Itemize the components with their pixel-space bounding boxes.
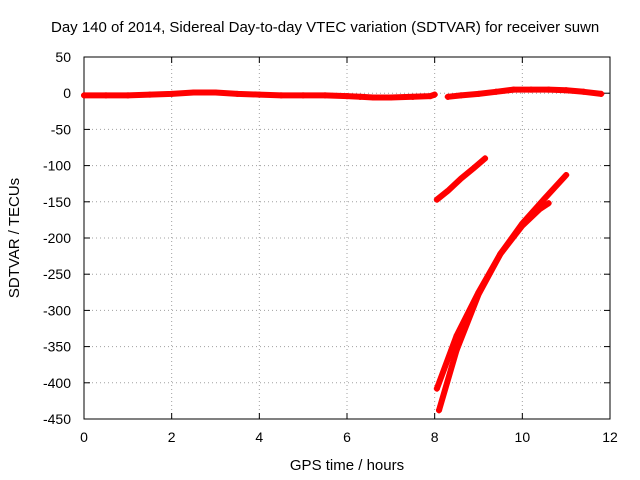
grid-lines — [84, 57, 610, 419]
data-point — [212, 89, 219, 96]
axis-ticks: 0 2 4 6 8 10 12 50 0 -50 -100 -150 -200 -250 -300 -350 -… — [43, 49, 618, 445]
data-point — [563, 87, 570, 94]
x-axis-label: GPS time / hours — [290, 457, 404, 474]
data-point — [81, 92, 87, 99]
data-point — [497, 250, 504, 257]
y-tick-label: 0 — [63, 85, 71, 101]
data-point — [482, 155, 489, 162]
data-point — [598, 90, 605, 97]
data-point — [457, 92, 464, 99]
data-point — [190, 89, 197, 96]
data-point — [471, 164, 478, 171]
x-tick-label: 6 — [343, 429, 351, 445]
y-axis-label: SDTVAR / TECUs — [6, 178, 23, 298]
data-point — [357, 93, 364, 100]
data-point — [256, 91, 263, 98]
data-point — [300, 92, 307, 99]
data-point — [457, 175, 464, 182]
chart-title: Day 140 of 2014, Sidereal Day-to-day VTE… — [51, 19, 599, 36]
data-point — [444, 187, 451, 194]
series-layer — [81, 86, 605, 414]
data-point — [528, 86, 535, 93]
y-tick-label: 50 — [55, 49, 71, 65]
data-point — [563, 172, 570, 179]
y-tick-label: -200 — [43, 230, 71, 246]
data-point — [519, 222, 526, 229]
data-point — [234, 90, 241, 97]
y-tick-label: -50 — [51, 121, 71, 137]
y-tick-label: -100 — [43, 158, 71, 174]
y-tick-label: -250 — [43, 266, 71, 282]
data-point — [444, 93, 451, 100]
data-point — [493, 88, 500, 95]
data-point — [322, 92, 329, 99]
data-point — [536, 206, 543, 213]
data-point — [278, 92, 285, 99]
x-tick-label: 4 — [255, 429, 263, 445]
data-point — [168, 90, 175, 97]
y-tick-label: -300 — [43, 302, 71, 318]
data-point — [431, 91, 438, 98]
data-point — [580, 88, 587, 95]
y-tick-label: -350 — [43, 339, 71, 355]
data-point — [409, 93, 416, 100]
data-point — [370, 94, 377, 101]
x-tick-label: 0 — [80, 429, 88, 445]
x-tick-label: 2 — [168, 429, 176, 445]
data-point — [475, 291, 482, 298]
data-point — [146, 91, 153, 98]
y-tick-label: -450 — [43, 411, 71, 427]
data-point — [124, 92, 131, 99]
data-point — [433, 196, 440, 203]
series-arc-b — [436, 200, 552, 414]
x-tick-label: 8 — [431, 429, 439, 445]
data-point — [387, 94, 394, 101]
data-point — [453, 332, 460, 339]
y-tick-label: -400 — [43, 375, 71, 391]
data-point — [545, 200, 552, 207]
data-point — [102, 92, 109, 99]
data-point — [475, 90, 482, 97]
data-point — [453, 347, 460, 354]
x-tick-label: 12 — [602, 429, 618, 445]
data-point — [510, 86, 517, 93]
data-point — [545, 86, 552, 93]
data-point — [433, 385, 440, 392]
data-point — [436, 407, 443, 414]
series-baseline-late — [444, 86, 605, 100]
data-point — [344, 93, 350, 100]
x-tick-label: 10 — [515, 429, 531, 445]
data-point — [427, 93, 434, 100]
data-point — [541, 195, 548, 202]
y-tick-label: -150 — [43, 194, 71, 210]
